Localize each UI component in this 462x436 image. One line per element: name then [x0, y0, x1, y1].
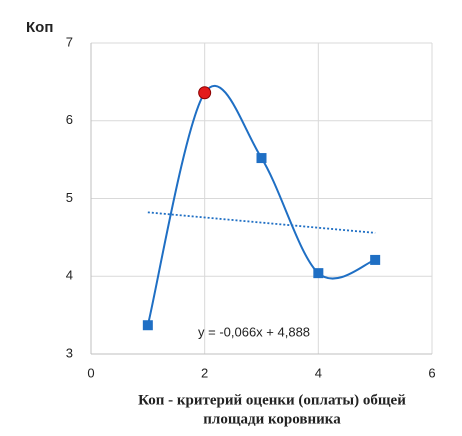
- x-tick-label: 4: [315, 365, 322, 380]
- marker: [370, 254, 381, 265]
- y-tick-label: 6: [66, 112, 73, 127]
- x-tick-label: 0: [87, 365, 94, 380]
- x-tick-label: 6: [428, 365, 435, 380]
- trendline: [147, 211, 376, 234]
- x-tick-label: 2: [201, 365, 208, 380]
- y-tick-label: 3: [66, 345, 73, 360]
- series-line: [146, 84, 376, 326]
- y-axis-title: Коп: [26, 19, 53, 36]
- x-axis-title: Коп - критерий оценки (оплаты) общей: [138, 392, 406, 408]
- x-axis-title: площади коровника: [203, 411, 341, 427]
- y-tick-label: 4: [66, 268, 73, 283]
- trendline-label: y = -0,066x + 4,888: [198, 324, 310, 339]
- marker: [256, 153, 267, 164]
- y-tick-label: 5: [66, 190, 73, 205]
- marker: [142, 320, 153, 331]
- marker: [313, 268, 324, 279]
- highlight-marker: [198, 86, 212, 100]
- y-tick-label: 7: [66, 34, 73, 49]
